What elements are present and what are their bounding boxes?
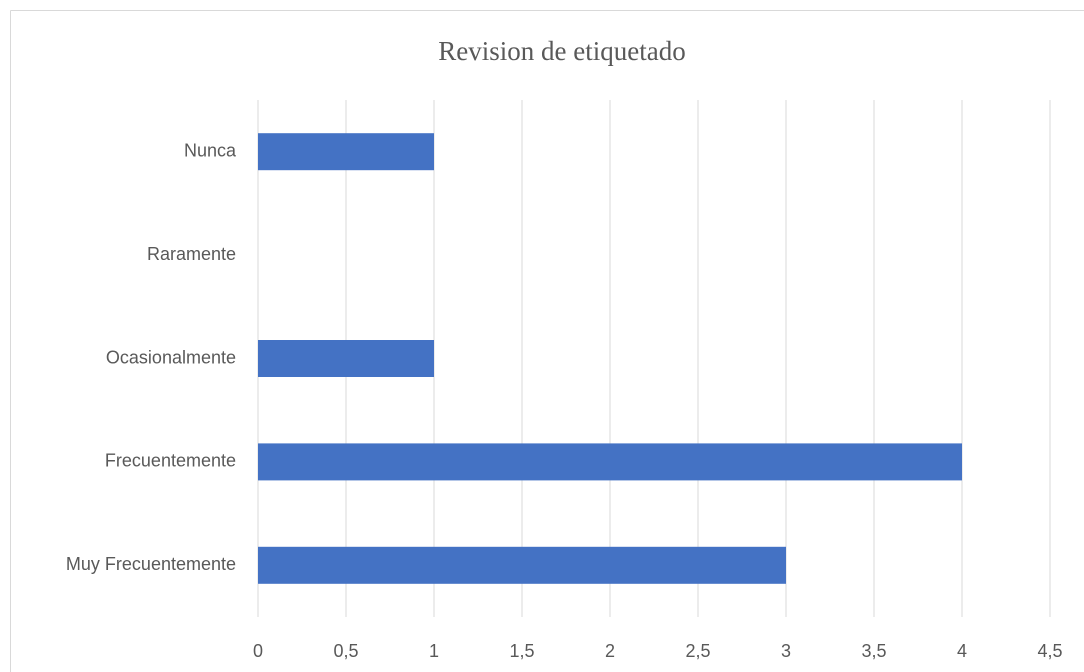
y-tick-label: Muy Frecuentemente [66, 554, 236, 574]
x-tick-label: 0,5 [333, 641, 358, 661]
x-tick-label: 2 [605, 641, 615, 661]
x-tick-label: 4,5 [1037, 641, 1062, 661]
x-tick-label: 2,5 [685, 641, 710, 661]
x-tick-label: 1 [429, 641, 439, 661]
y-tick-label: Raramente [147, 244, 236, 264]
y-tick-label: Nunca [184, 140, 237, 160]
y-tick-label: Ocasionalmente [106, 347, 236, 367]
y-tick-label: Frecuentemente [105, 451, 236, 471]
x-tick-label: 4 [957, 641, 967, 661]
bar [258, 340, 434, 377]
x-tick-label: 0 [253, 641, 263, 661]
bar [258, 133, 434, 171]
x-tick-label: 3 [781, 641, 791, 661]
bar [258, 443, 962, 481]
chart-title: Revision de etiquetado [438, 36, 685, 66]
x-tick-label: 3,5 [861, 641, 886, 661]
bar [258, 546, 786, 584]
x-tick-label: 1,5 [509, 641, 534, 661]
